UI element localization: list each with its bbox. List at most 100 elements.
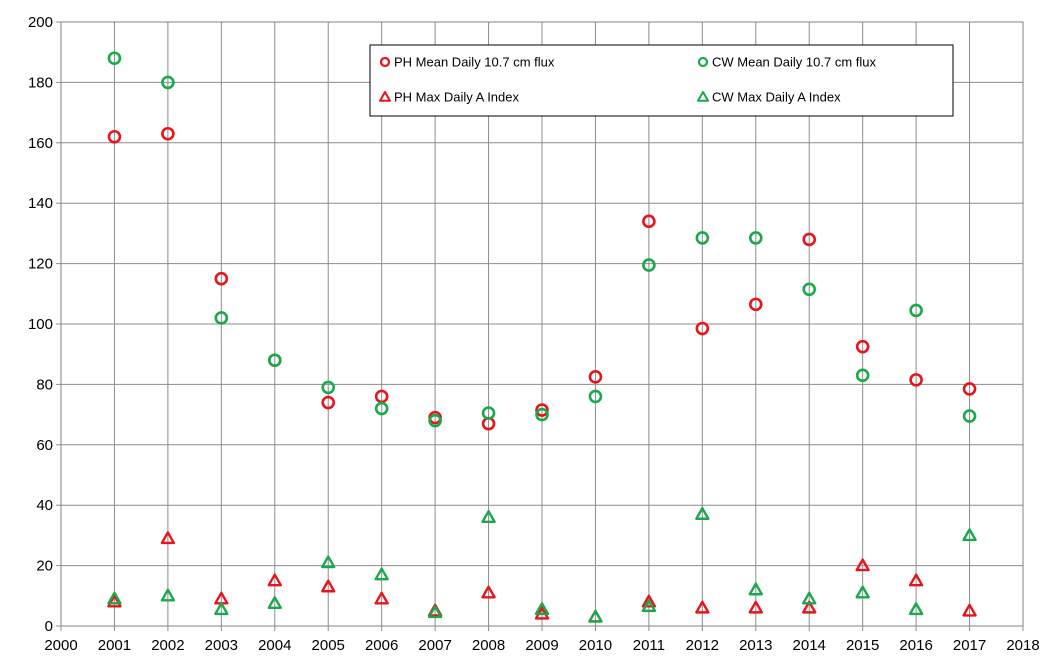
data-point-triangle [214,602,229,616]
data-point-circle [695,231,710,245]
data-point-circle [214,271,229,286]
data-point-circle [161,75,175,90]
data-point-triangle [695,507,710,520]
data-point-triangle [160,588,176,602]
data-point-triangle [802,600,817,614]
y-tick-label: 140 [28,195,53,212]
y-axis-ticks: 0 20 40 60 80 100 120 140 160 180 200 [28,14,61,635]
data-point-triangle [962,528,977,542]
data-point-circle [588,389,603,404]
series-1 [107,126,977,431]
x-tick-label: 2011 [633,637,665,654]
data-point-triangle [374,567,389,581]
data-point-circle [909,303,923,318]
data-point-circle [802,232,817,247]
y-tick-label: 80 [36,376,53,393]
data-point-circle [535,403,549,417]
data-point-triangle [855,585,870,599]
y-tick-label: 180 [28,74,53,91]
data-point-circle [428,413,442,428]
data-point-triangle [855,558,870,572]
x-tick-label: 2012 [686,637,719,654]
data-point-circle [802,282,817,297]
legend-marker [697,56,709,68]
x-tick-label: 2008 [472,637,505,654]
x-tick-label: 2010 [579,637,612,654]
data-point-circle [909,373,923,387]
data-point-circle [107,51,122,66]
data-point-triangle [374,591,389,605]
x-tick-label: 2006 [365,637,398,654]
data-point-circle [748,231,763,245]
data-point-circle [748,297,763,312]
y-tick-label: 60 [36,437,53,454]
x-tick-label: 2002 [151,637,184,654]
legend-box [369,44,954,117]
legend-label: PH Mean Daily 10.7 cm flux [394,55,555,70]
data-point-triangle [908,573,924,587]
data-point-circle [855,368,870,383]
data-point-triangle [321,579,336,593]
legend-label: CW Max Daily A Index [712,90,841,105]
data-point-circle [161,126,175,141]
data-point-circle [321,380,336,395]
data-point-triangle [481,585,496,599]
legend-marker [379,91,391,102]
data-point-triangle [160,531,176,545]
data-point-circle [962,382,977,396]
y-tick-label: 0 [45,618,53,635]
y-tick-label: 120 [28,256,53,273]
legend-label: CW Mean Daily 10.7 cm flux [712,55,876,70]
data-point-circle [962,409,977,423]
data-point-triangle [908,602,924,616]
data-point-triangle [748,582,763,596]
data-point-triangle [748,600,763,614]
x-axis-ticks: 2000 2001 2002 2003 2004 2005 2006 2007 2008 2009… [44,626,1040,654]
x-tick-label: 2005 [312,637,345,654]
x-tick-label: 2017 [953,637,986,654]
data-point-triangle [427,605,443,619]
legend-label: PH Max Daily A Index [394,90,519,105]
series-3 [107,531,977,623]
y-tick-label: 100 [28,316,53,333]
data-point-circle [481,406,496,420]
data-point-triangle [107,594,122,608]
legend-marker [379,56,391,68]
series-2 [107,51,977,428]
y-tick-label: 20 [36,558,53,575]
data-point-triangle [802,591,817,605]
data-point-circle [588,370,603,384]
x-tick-label: 2014 [793,637,826,654]
legend-marker [697,91,709,102]
x-tick-label: 2016 [899,637,932,654]
x-tick-label: 2013 [739,637,772,654]
y-tick-label: 40 [36,497,53,514]
data-point-circle [642,258,656,272]
data-point-triangle [641,594,657,608]
x-tick-label: 2000 [44,637,77,654]
x-tick-label: 2015 [846,637,879,654]
data-point-triangle [267,596,282,610]
data-point-circle [535,407,549,422]
data-point-triangle [267,573,282,587]
data-point-circle [855,339,870,354]
data-point-circle [214,311,229,325]
data-point-triangle [695,600,710,614]
data-point-triangle [481,510,496,523]
data-point-triangle [641,599,657,613]
x-tick-label: 2009 [525,637,558,654]
data-points [107,51,977,623]
data-point-circle [374,401,389,416]
data-point-circle [267,353,282,368]
data-point-circle [642,214,656,229]
data-point-triangle [534,602,550,616]
data-point-circle [321,395,336,410]
x-tick-label: 2003 [205,637,238,654]
data-point-triangle [962,603,977,617]
y-tick-label: 200 [28,14,53,31]
y-tick-label: 160 [28,135,53,152]
data-point-triangle [588,609,603,623]
x-tick-label: 2007 [418,637,451,654]
x-tick-label: 2018 [1006,637,1039,654]
x-tick-label: 2004 [258,637,291,654]
